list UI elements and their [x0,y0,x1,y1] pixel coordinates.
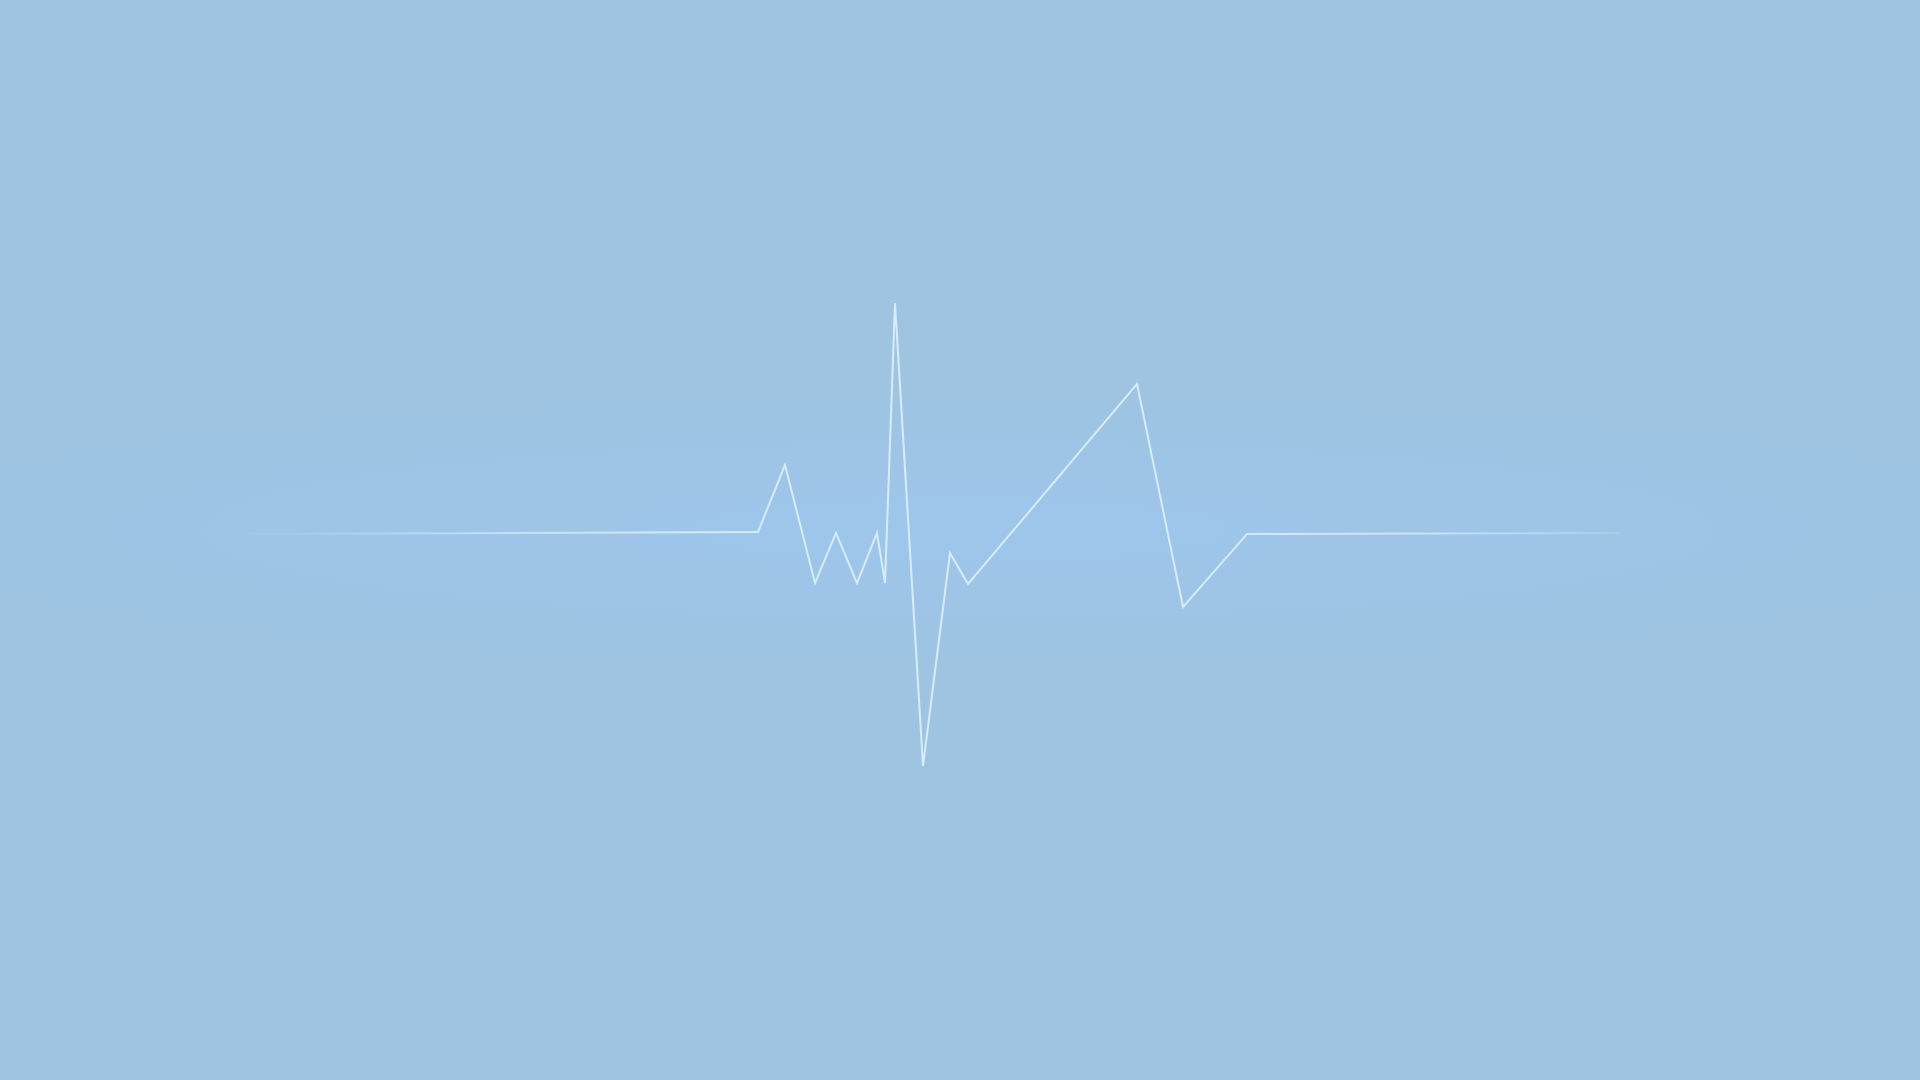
heartbeat-line [239,302,1621,767]
